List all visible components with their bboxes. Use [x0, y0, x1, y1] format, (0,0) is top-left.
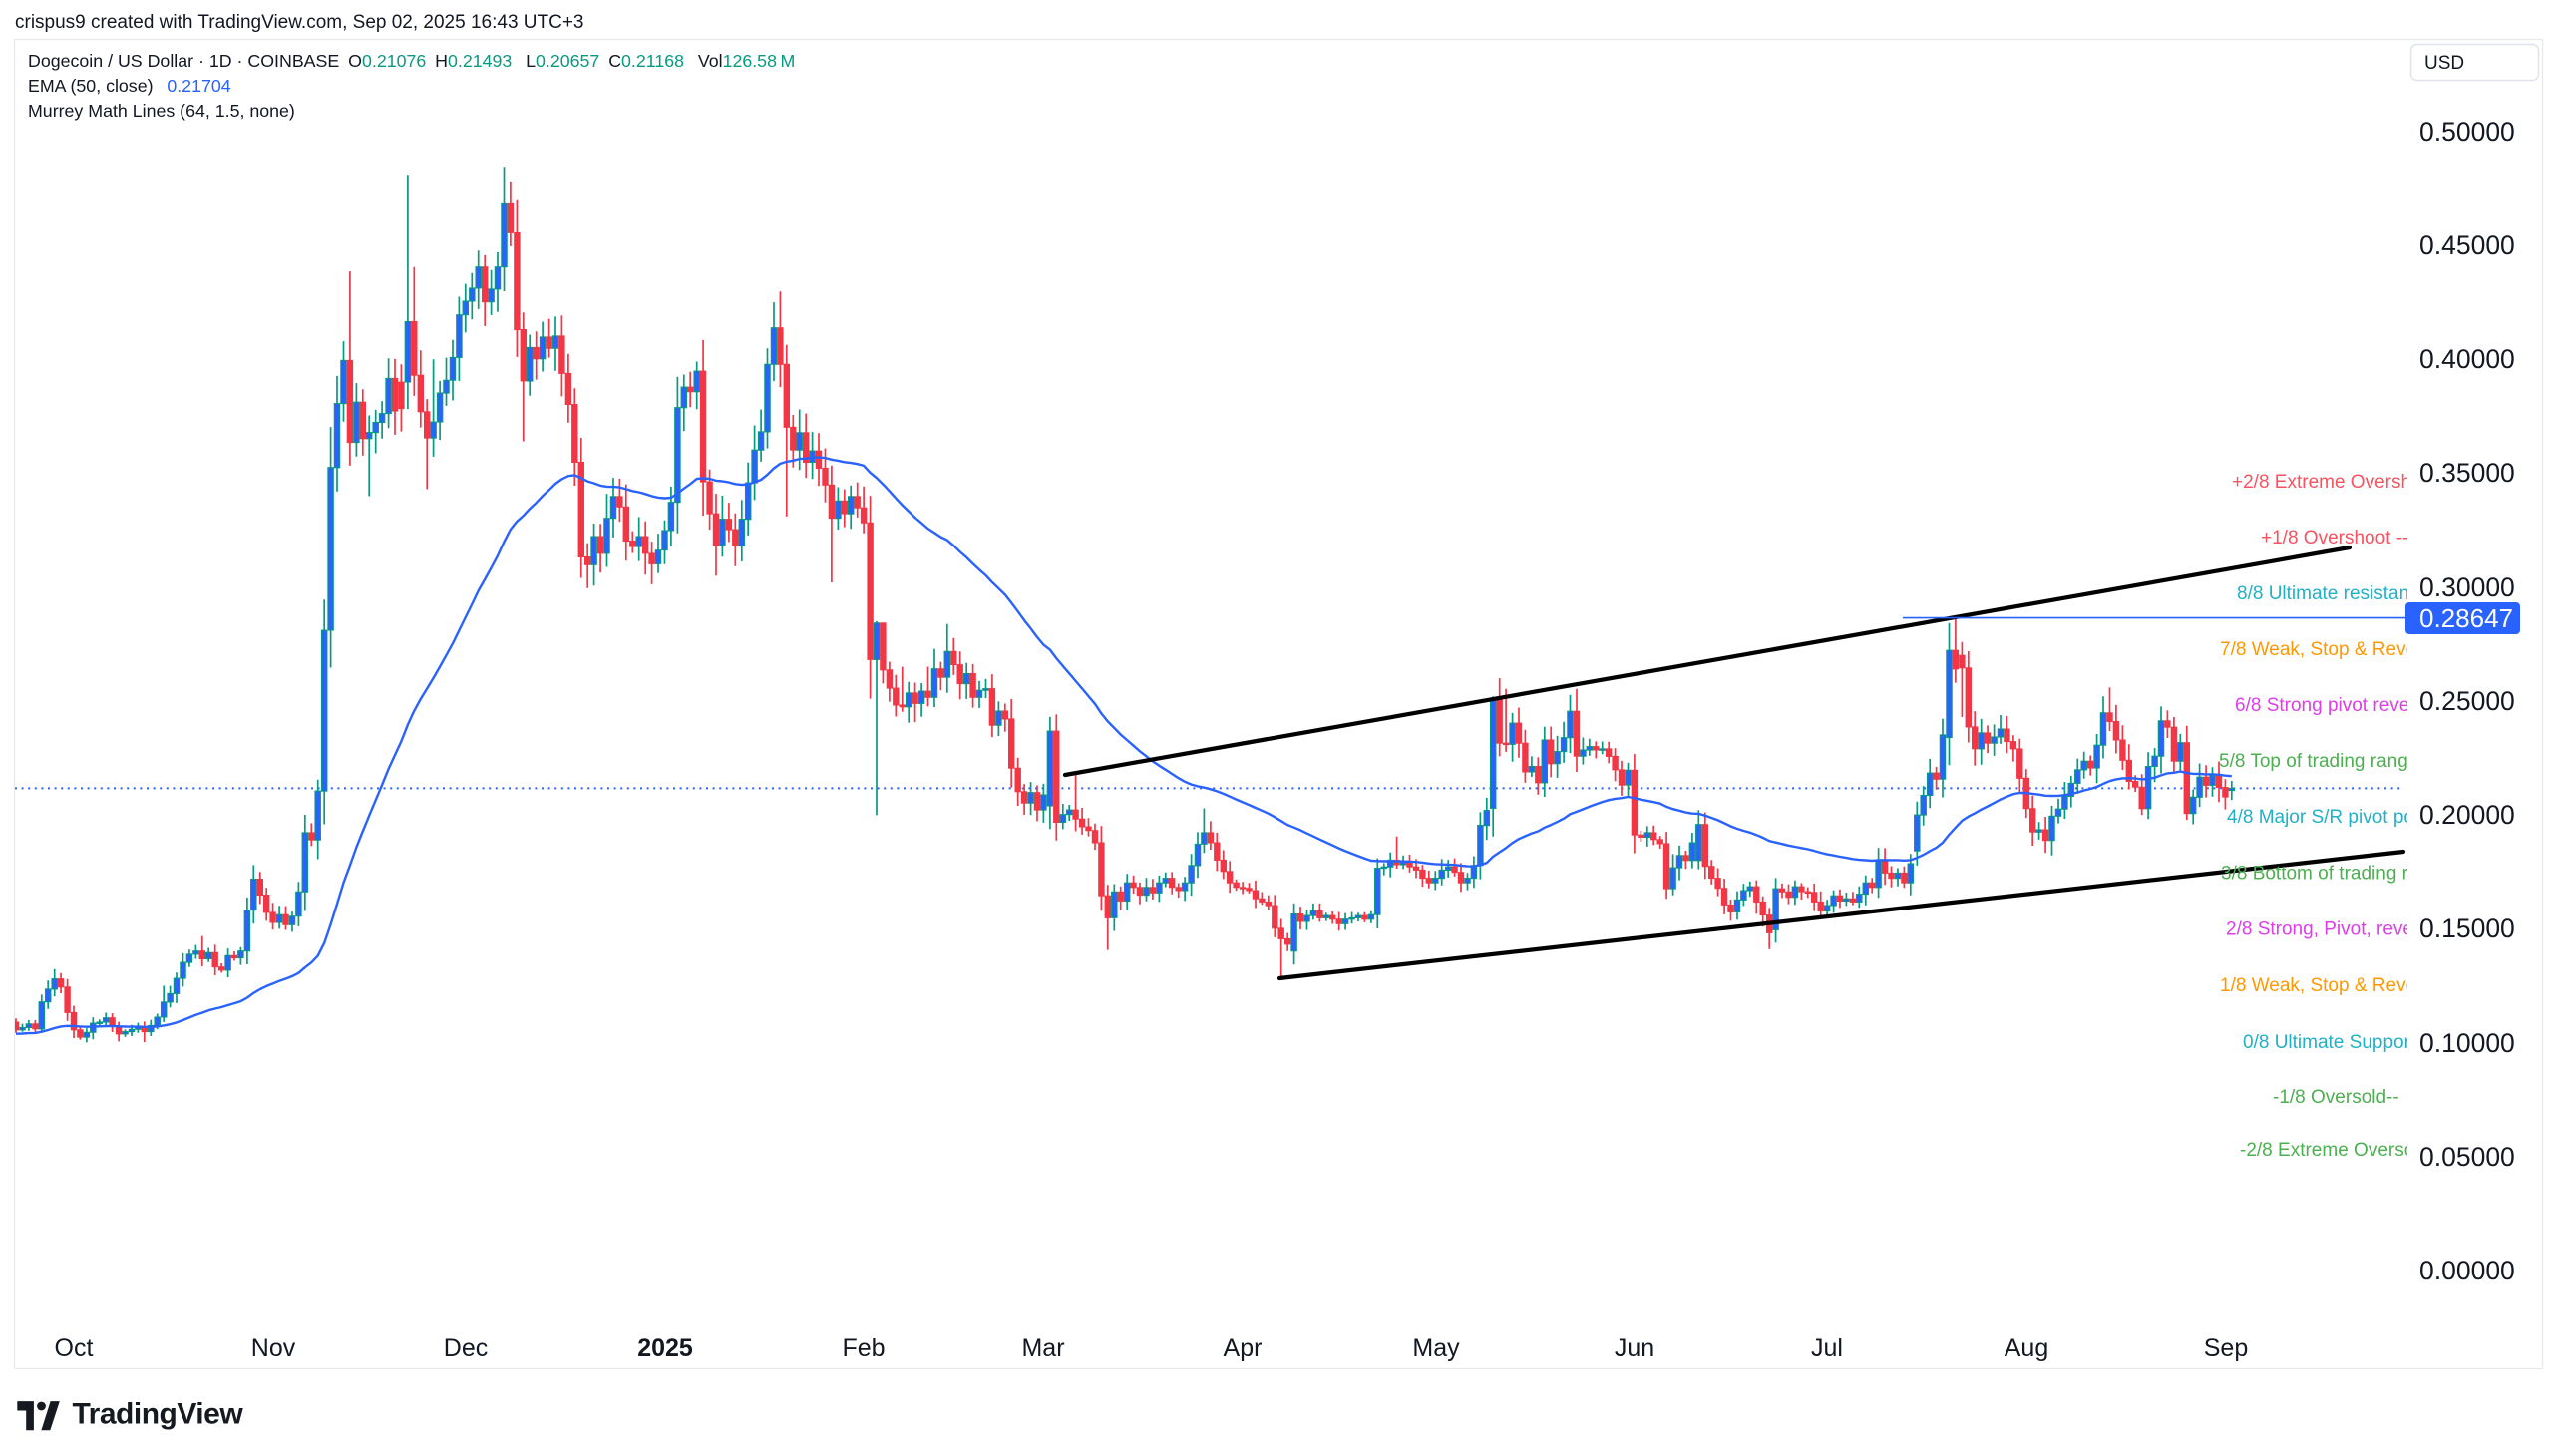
- svg-text:Oct: Oct: [55, 1334, 94, 1362]
- svg-text:Feb: Feb: [842, 1334, 885, 1362]
- svg-text:Jul: Jul: [1811, 1334, 1843, 1362]
- svg-text:0/8 Ultimate Support: 0/8 Ultimate Support: [2243, 1032, 2416, 1053]
- svg-text:0.05000: 0.05000: [2419, 1142, 2515, 1172]
- svg-text:8/8 Ultimate resistance: 8/8 Ultimate resistance: [2237, 583, 2429, 604]
- svg-text:7/8 Weak, Stop & Reverse - wk: 7/8 Weak, Stop & Reverse - wk: [2220, 639, 2483, 660]
- svg-text:Sep: Sep: [2204, 1334, 2248, 1362]
- svg-text:TradingView: TradingView: [73, 1398, 244, 1431]
- svg-text:+1/8 Overshoot --: +1/8 Overshoot --: [2261, 528, 2408, 548]
- svg-text:Nov: Nov: [251, 1334, 296, 1362]
- svg-text:2/8 Strong, Pivot, reverse: 2/8 Strong, Pivot, reverse: [2226, 919, 2439, 940]
- svg-text:0.45000: 0.45000: [2419, 230, 2515, 260]
- svg-text:0.25000: 0.25000: [2419, 686, 2515, 716]
- svg-text:Murrey Math Lines (64, 1.5, no: Murrey Math Lines (64, 1.5, none): [28, 101, 295, 121]
- svg-text:Dec: Dec: [444, 1334, 488, 1362]
- svg-text:Jun: Jun: [1615, 1334, 1654, 1362]
- svg-text:crispus9 created with TradingV: crispus9 created with TradingView.com, S…: [15, 12, 584, 33]
- svg-text:0.00000: 0.00000: [2419, 1256, 2515, 1285]
- svg-text:5/8 Top of trading range -: 5/8 Top of trading range -: [2219, 751, 2430, 772]
- svg-text:USD: USD: [2424, 53, 2464, 74]
- svg-text:0.40000: 0.40000: [2419, 344, 2515, 374]
- svg-text:1/8 Weak, Stop & Reverse - wk: 1/8 Weak, Stop & Reverse - wk: [2220, 975, 2483, 996]
- svg-text:0.30000: 0.30000: [2419, 572, 2515, 602]
- svg-text:6/8 Strong pivot reverse: 6/8 Strong pivot reverse: [2235, 695, 2436, 716]
- svg-text:0.35000: 0.35000: [2419, 458, 2515, 488]
- svg-text:May: May: [1412, 1334, 1460, 1362]
- svg-text:3/8 Bottom of trading range: 3/8 Bottom of trading range: [2221, 864, 2450, 885]
- svg-text:-1/8 Oversold--: -1/8 Oversold--: [2273, 1087, 2399, 1108]
- svg-text:0.15000: 0.15000: [2419, 913, 2515, 943]
- svg-text:-2/8 Extreme Oversold--: -2/8 Extreme Oversold--: [2240, 1140, 2442, 1161]
- svg-text:0.20000: 0.20000: [2419, 800, 2515, 830]
- svg-text:0.28647: 0.28647: [2419, 603, 2513, 633]
- svg-text:Apr: Apr: [1224, 1334, 1263, 1362]
- svg-text:EMA (50, close) 0.21704: EMA (50, close) 0.21704: [28, 76, 231, 96]
- svg-text:+2/8 Extreme Overshoot --: +2/8 Extreme Overshoot --: [2232, 472, 2455, 493]
- svg-text:0.50000: 0.50000: [2419, 117, 2515, 147]
- svg-text:0.10000: 0.10000: [2419, 1028, 2515, 1058]
- svg-text:Aug: Aug: [2005, 1334, 2048, 1362]
- svg-text:4/8 Major S/R pivot point: 4/8 Major S/R pivot point: [2227, 807, 2435, 828]
- svg-text:Dogecoin / US Dollar · 1D · CO: Dogecoin / US Dollar · 1D · COINBASE O0.…: [28, 51, 795, 71]
- svg-text:2025: 2025: [637, 1334, 693, 1362]
- svg-text:Mar: Mar: [1021, 1334, 1064, 1362]
